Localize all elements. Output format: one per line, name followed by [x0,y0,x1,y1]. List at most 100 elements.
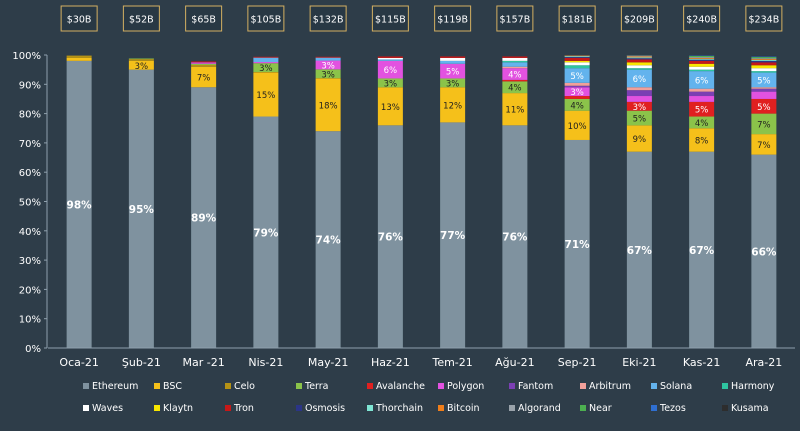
legend-swatch [154,383,160,389]
bar-segment-fantom [564,85,590,88]
bar-segment-polygon [751,91,777,99]
bar-segment-polygon [689,96,715,102]
y-tick-label: 20% [19,285,41,296]
data-label: 76% [502,232,528,244]
bar-segment-bsc [315,78,341,132]
bar-segment-fantom [751,88,777,92]
data-label: 5% [446,68,460,78]
bar-segment-bitcoin [564,55,590,57]
data-label: 98% [67,199,93,211]
tvl-badge-box [683,5,721,32]
legend-item: Fantom [509,381,553,392]
data-label: 7% [757,141,771,151]
bar-segment-harmony [502,60,528,63]
legend-swatch [154,405,160,411]
data-label: 4% [570,101,584,111]
bar-segment-bsc [502,93,528,126]
bar-segment-bsc [191,66,217,88]
data-label: 5% [633,114,647,124]
x-tick-label: Eki-21 [622,356,656,369]
bar-segment-polygon [564,87,590,97]
legend-label: Ethereum [92,381,138,392]
bar-segment-avalanche [626,101,652,111]
data-label: 71% [565,239,591,251]
bar-segment-polygon [626,96,652,102]
bar-segment-ethereum [315,131,341,348]
bar-segment-bsc [626,125,652,152]
bar-segment-harmony [564,65,590,69]
bar-segment-tron [377,56,403,58]
bar-segment-solana [502,62,528,67]
bar-segment-ethereum [253,116,279,348]
bar-segment-klaytn [564,60,590,63]
bar-segment-algorand [751,58,777,60]
x-tick-label: Şub-21 [122,356,161,369]
legend-swatch [367,405,373,411]
legend-label: Solana [660,381,692,392]
bar-segment-tron [564,57,590,61]
bar-segment-tron [502,56,528,58]
data-label: 5% [695,106,709,116]
legend-item: Harmony [722,381,775,392]
bar-segment-waves [377,57,403,60]
y-tick-label: 100% [12,51,41,62]
data-label: 13% [381,103,400,113]
legend-swatch [651,405,657,411]
legend: Ethereum BSC Celo Terra Avalanche Polygon Fant… [83,381,775,414]
data-label: 76% [378,232,404,244]
bar-segment-terra [253,63,279,72]
tvl-badge: $181B [558,5,596,32]
tvl-badge-label: $105B [251,15,282,26]
data-label: 12% [443,101,462,111]
bar-segment-avalanche [751,98,777,114]
bar-segment-ethereum [191,87,217,348]
bar-segment-tron [751,62,777,66]
bar-segment-thorchain [564,56,590,58]
bar-segment-arbitrum [751,87,777,89]
bar-segment-tron [440,56,466,58]
x-tick-label: Kas-21 [683,356,720,369]
bar-segment-terra [689,116,715,129]
y-tick-label: 80% [19,110,41,121]
bar-segment-solana [564,68,590,83]
data-label: 3% [446,79,460,89]
bar-segment-celo [66,55,92,58]
legend-swatch [651,383,657,389]
bar-segment-klaytn [751,65,777,69]
bar-segment-ethereum [626,151,652,348]
bar-segment-waves [626,65,652,69]
y-axis: 0% 10% 20% 30% 40% 50% 60% 70% 80% 90% 100% [12,51,48,355]
data-label: 67% [627,245,653,257]
bar-segment-near [751,57,777,59]
legend-item: Celo [225,381,255,392]
tvl-labels: $30B $52B $65B $105B $132B $115B $119B $157B $18… [60,5,783,32]
legend-item: Klaytn [154,403,193,414]
bar-segment-thorchain [626,57,652,59]
bar-segment-bsc [564,110,590,140]
bar-segment-harmony [751,71,777,73]
legend-label: Tezos [659,403,686,414]
legend-swatch [722,383,728,389]
data-label: 5% [757,103,771,113]
tvl-badge: $105B [247,5,285,32]
bar-segment-celo [253,71,279,73]
tvl-badge-label: $119B [437,15,468,26]
legend-swatch [296,383,302,389]
legend-swatch [367,383,373,389]
legend-item: Osmosis [296,403,345,414]
data-label: 5% [757,76,771,86]
bar-segment-polygon [502,68,528,80]
legend-label: Kusama [731,403,769,414]
x-tick-label: Nis-21 [248,356,283,369]
legend-item: Ethereum [83,381,138,392]
x-tick-label: Sep-21 [558,356,597,369]
bar-segment-ethereum [751,154,777,348]
bar-segment-ethereum [564,139,590,348]
bar-segment-fantom [689,91,715,97]
legend-item: Arbitrum [580,381,631,392]
data-label: 77% [440,230,466,242]
tvl-badge: $240B [683,5,721,32]
bar-segment-polygon [191,62,217,64]
bar-segment-waves [564,62,590,66]
